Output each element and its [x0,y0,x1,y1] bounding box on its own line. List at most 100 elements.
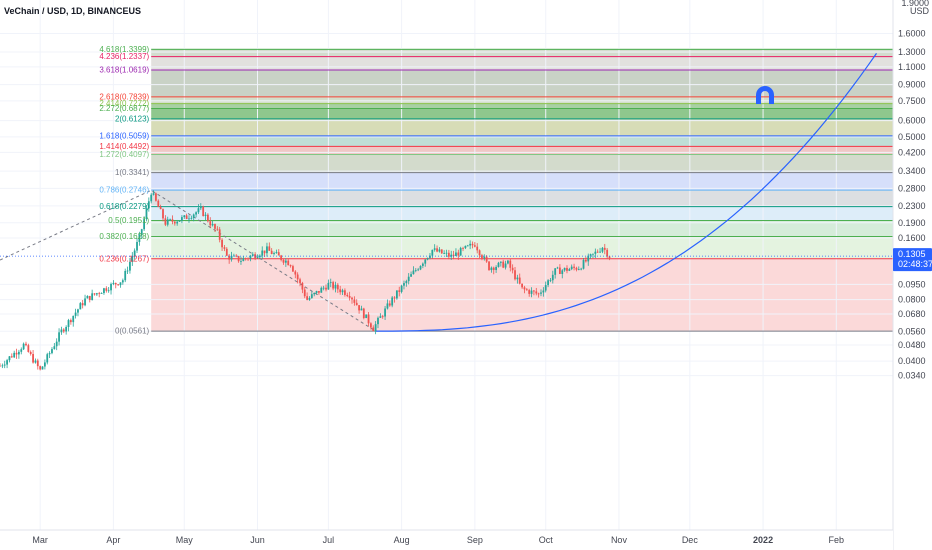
candle-body [221,239,223,248]
candle-body [296,274,299,280]
fib-level-label: 0.5(0.1951) [108,216,149,225]
candle-body [17,351,20,355]
candle-body [516,277,519,280]
candle-body [533,290,535,292]
candle-body [183,215,186,218]
fib-level-label: 1(0.3341) [115,168,150,177]
fib-level-label: 4.236(1.2337) [99,52,149,61]
candle-body [554,268,557,275]
candle-body [232,255,235,257]
candle-body [455,252,457,256]
fib-trend-line[interactable] [0,189,376,332]
candle-body [178,220,181,222]
candle-body [367,314,370,324]
candle-body [199,206,202,209]
price-tick-label: 0.0800 [898,295,926,305]
candle-body [46,354,49,363]
candle-body [39,366,42,370]
candle-body [282,259,285,263]
candle-body [105,288,108,291]
candle-body [43,362,46,367]
candle-body [86,295,89,299]
candle-body [91,293,94,300]
fib-level-label: 2.272(0.6877) [99,104,149,113]
candle-body [10,356,13,358]
candle-body [84,298,86,306]
fib-zone [151,172,893,191]
price-tick-label: 0.7500 [898,96,926,106]
time-axis[interactable]: Mar Apr May Jun Jul Aug Sep Oct Nov Dec 2022 Feb [0,529,893,550]
candle-body [351,297,353,300]
price-tick-label: 0.0560 [898,326,926,336]
candle-body [568,269,571,271]
candle-body [339,289,342,293]
candle-body [6,360,8,365]
candle-body [547,280,549,286]
candle-body [138,234,141,242]
parabolic-curve[interactable] [375,53,877,332]
fib-zone [151,96,893,104]
candle-body [299,279,301,283]
fib-level-label: 0.618(0.2279) [99,202,149,211]
price-tick-label: 0.0480 [898,340,926,350]
candle-body [25,343,27,346]
candle-body [488,261,490,271]
candle-body [126,270,129,272]
candle-body [504,263,507,268]
candle-body [523,287,526,290]
candle-body [370,323,372,328]
time-tick-label: Apr [106,535,120,545]
candle-body [60,329,63,333]
candle-body [535,291,538,294]
fib-zone [151,220,893,237]
candle-body [450,254,453,257]
candle-body [419,265,422,270]
candle-body [410,274,412,277]
candle-body [332,282,335,289]
fib-fill-layer [151,48,893,332]
candle-body [481,255,483,259]
candle-body [502,261,505,268]
candle-body [152,193,155,195]
candle-body [426,257,429,260]
candle-body [403,283,405,286]
fib-zone [151,49,893,57]
candle-body [159,206,162,210]
price-tick-label: 0.6000 [898,116,926,126]
candle-body [27,345,30,352]
price-tick-label: 0.0340 [898,371,926,381]
candle-body [79,303,82,310]
candle-body [13,352,16,358]
candle-body [268,246,271,251]
fib-level-label: 1.618(0.5059) [99,131,149,140]
candle-body [459,247,462,256]
candle-body [308,297,311,300]
candle-body [377,317,379,325]
candle-body [344,290,346,295]
candle-body [599,251,601,253]
candle-body [214,224,216,229]
drawings-layer[interactable] [0,53,877,332]
candle-body [140,229,143,235]
candle-body [81,303,84,306]
candle-body [405,281,408,284]
fib-level-label: 2(0.6123) [115,114,150,123]
candle-body [462,247,464,249]
price-tick-top: 1.9000 [901,0,929,8]
candle-body [601,247,604,252]
candle-body [275,252,278,254]
price-badge[interactable] [893,248,932,272]
price-tick-label: 0.9000 [898,80,926,90]
price-tick-label: 1.6000 [898,29,926,39]
candle-body [511,267,514,271]
candle-body [55,341,58,347]
candle-body [596,251,599,253]
candle-body [436,248,438,252]
candle-body [129,261,131,271]
candle-body [518,277,521,284]
price-tick-label: 0.1600 [898,233,926,243]
candle-body [280,255,283,260]
